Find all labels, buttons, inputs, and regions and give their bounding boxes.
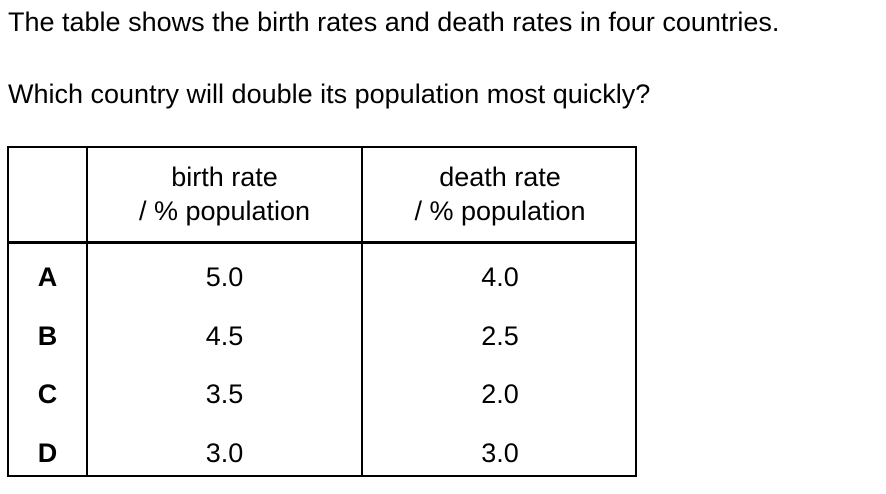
- header-death-rate-unit: / % population: [414, 196, 586, 226]
- table-row: B 4.5 2.5: [9, 319, 635, 353]
- table-row: C 3.5 2.0: [9, 377, 635, 411]
- death-rate-value: 2.0: [481, 379, 519, 409]
- rates-table: birth rate / % population death rate / %…: [7, 146, 637, 477]
- birth-rate-value: 4.5: [205, 321, 244, 351]
- row-label: A: [37, 262, 58, 292]
- question-text: Which country will double its population…: [8, 79, 651, 109]
- header-birth-rate: birth rate / % population: [88, 160, 361, 228]
- row-label: C: [37, 379, 58, 409]
- row-label: B: [37, 321, 58, 351]
- death-rate-value: 2.5: [481, 321, 519, 351]
- birth-rate-value: 3.5: [205, 379, 244, 409]
- header-death-rate-title: death rate: [439, 162, 561, 192]
- header-divider: [9, 241, 635, 244]
- birth-rate-value: 5.0: [205, 262, 244, 292]
- birth-rate-value: 3.0: [205, 438, 244, 468]
- column-divider: [361, 148, 363, 475]
- death-rate-value: 4.0: [481, 262, 519, 292]
- row-label: D: [37, 438, 58, 468]
- intro-text: The table shows the birth rates and deat…: [8, 7, 780, 37]
- header-birth-rate-title: birth rate: [171, 162, 278, 192]
- death-rate-value: 3.0: [481, 438, 519, 468]
- table-row: A 5.0 4.0: [9, 260, 635, 294]
- header-death-rate: death rate / % population: [363, 160, 637, 228]
- header-birth-rate-unit: / % population: [138, 196, 311, 226]
- column-divider: [86, 148, 88, 475]
- table-row: D 3.0 3.0: [9, 436, 635, 470]
